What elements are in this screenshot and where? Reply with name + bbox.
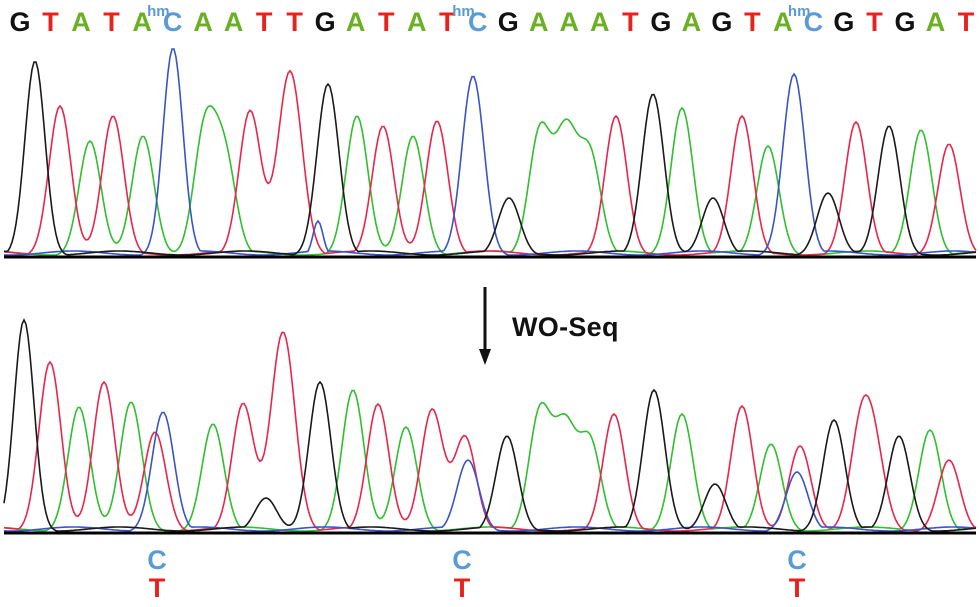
conversion-to: T [148, 573, 166, 603]
base-letter: A [773, 7, 793, 36]
trace-c [4, 48, 977, 256]
conversion-from: C [787, 545, 807, 575]
trace-t [3, 331, 977, 532]
conversion-to: T [788, 573, 806, 603]
wo-seq-label: WO-Seq [512, 312, 619, 342]
trace-a [3, 389, 977, 532]
trace-t [3, 69, 977, 256]
base-letter: A [71, 7, 91, 36]
down-arrow-icon [479, 287, 491, 365]
base-letter: G [894, 7, 915, 36]
base-letter: A [926, 7, 946, 36]
conversion-mark-2: C T [447, 546, 477, 602]
base-letter: T [256, 7, 273, 36]
trace-g [3, 61, 977, 256]
conversion-mark-1: C T [142, 546, 172, 602]
trace-c [4, 411, 977, 532]
base-letter: A [529, 7, 549, 36]
base-letter: A [132, 7, 152, 36]
chromatogram-after [3, 318, 977, 535]
chromatogram-before [3, 48, 977, 259]
base-letter: T [378, 7, 395, 36]
base-letter: G [9, 7, 30, 36]
base-letter: A [407, 7, 427, 36]
trace-a [3, 104, 977, 256]
base-letter: G [711, 7, 732, 36]
hmc-modification-label: hm [452, 3, 475, 20]
base-letter: G [498, 7, 519, 36]
base-letter: T [866, 7, 883, 36]
hmc-modification-label: hm [147, 3, 170, 20]
base-letter: C [468, 7, 488, 36]
conversion-from: C [452, 545, 472, 575]
base-letter: C [804, 7, 824, 36]
base-letter: T [439, 7, 456, 36]
hmc-modification-label: hm [788, 3, 811, 20]
base-letter: A [590, 7, 610, 36]
base-letter: T [286, 7, 303, 36]
base-letter: A [346, 7, 366, 36]
base-letter: T [103, 7, 120, 36]
base-letter: A [682, 7, 702, 36]
base-letter: C [163, 7, 183, 36]
base-letter: T [958, 7, 975, 36]
base-letter: T [744, 7, 761, 36]
base-letter: T [622, 7, 639, 36]
base-letter: G [650, 7, 671, 36]
base-letter: A [560, 7, 580, 36]
base-letter: T [42, 7, 59, 36]
conversion-from: C [147, 545, 167, 575]
base-letter: G [315, 7, 336, 36]
base-letter: G [833, 7, 854, 36]
base-letter: A [224, 7, 244, 36]
conversion-to: T [453, 573, 471, 603]
conversion-mark-3: C T [782, 546, 812, 602]
base-letter: A [193, 7, 213, 36]
trace-g [3, 318, 977, 532]
